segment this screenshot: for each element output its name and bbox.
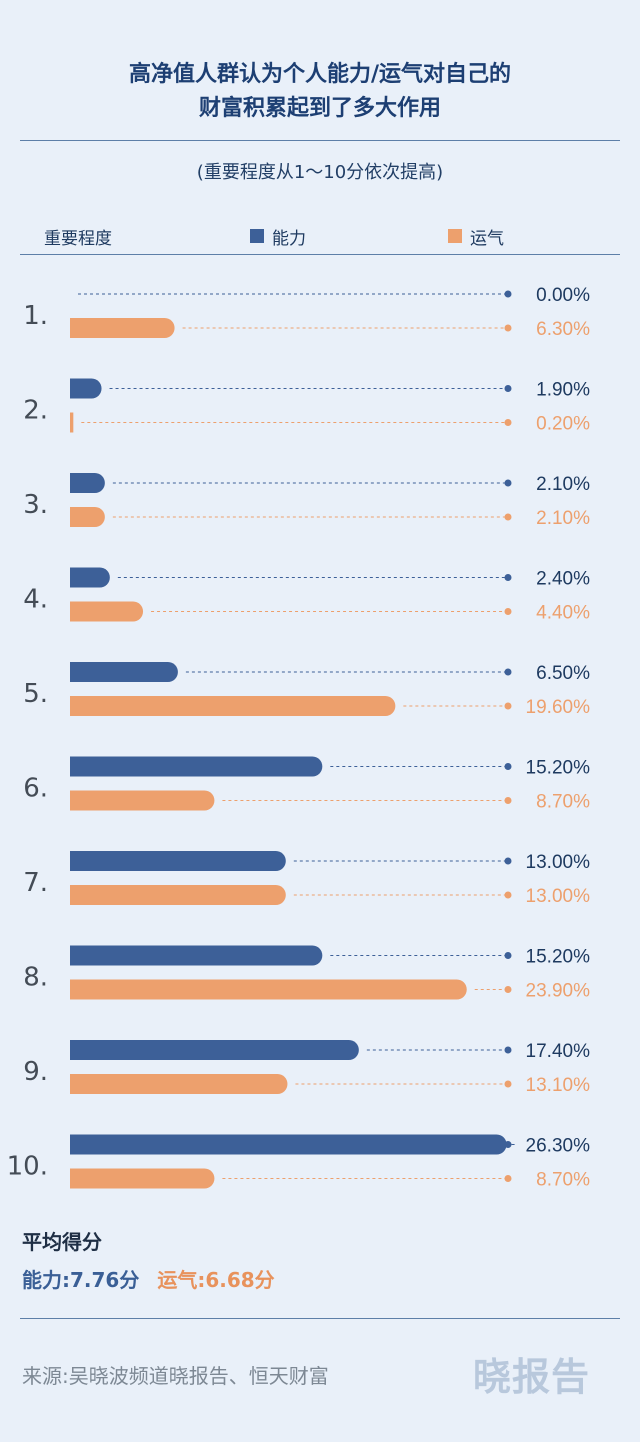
divider-legend (20, 254, 620, 255)
luck-bar-8 (70, 979, 467, 1000)
legend-ability-swatch (250, 229, 264, 243)
chart-subtitle: (重要程度从1～10分依次提高) (196, 162, 444, 183)
luck-value-label-3: 2.10% (536, 508, 590, 529)
ability-leader-dot-10 (504, 1141, 512, 1148)
ability-leader-dot-3 (504, 479, 512, 487)
luck-leader-dot-3 (504, 513, 512, 521)
row-label-1: 1. (23, 301, 48, 331)
ability-value-label-10: 26.30% (526, 1136, 591, 1157)
row-label-5: 5. (23, 679, 48, 709)
legend-luck-swatch (448, 229, 462, 243)
luck-bar-6 (70, 790, 215, 811)
legend-row-label: 重要程度 (44, 229, 112, 249)
ability-value-label-6: 15.20% (526, 758, 591, 779)
ability-bar-2 (70, 378, 102, 399)
luck-bar-2 (70, 412, 74, 433)
ability-leader-dot-8 (504, 952, 512, 959)
ability-value-label-4: 2.40% (536, 569, 590, 590)
ability-value-label-5: 6.50% (536, 663, 590, 684)
row-label-3: 3. (23, 490, 48, 520)
bar-chart: 1. 0.00% 6.30% 2. 1.90% 0.20% 3. 2.10% 2.10% 4. 2.… (7, 285, 591, 1191)
ability-bar-4 (70, 567, 110, 588)
ability-leader-dot-6 (504, 763, 512, 770)
ability-value-label-7: 13.00% (526, 852, 591, 873)
row-label-8: 8. (23, 963, 48, 993)
luck-leader-dot-2 (504, 419, 512, 426)
luck-value-label-8: 23.90% (526, 981, 591, 1002)
row-label-10: 10. (7, 1152, 48, 1182)
ability-value-label-1: 0.00% (536, 285, 590, 306)
brand-logo: 晓报告 (472, 1355, 590, 1399)
luck-value-label-5: 19.60% (526, 697, 591, 718)
ability-bar-5 (70, 662, 178, 682)
divider-bottom (20, 1318, 620, 1319)
luck-value-label-10: 8.70% (536, 1170, 590, 1191)
luck-leader-dot-6 (504, 797, 512, 804)
luck-value-label-1: 6.30% (536, 319, 590, 340)
luck-bar-1 (70, 318, 175, 338)
ability-value-label-2: 1.90% (536, 380, 590, 401)
divider-top (20, 140, 620, 141)
luck-leader-dot-1 (504, 324, 512, 332)
average-score-luck: 运气:6.68分 (157, 1268, 275, 1292)
ability-leader-dot-4 (504, 574, 512, 581)
row-label-7: 7. (23, 868, 48, 898)
row-label-9: 9. (23, 1057, 48, 1087)
average-score-ability: 能力:7.76分 (22, 1268, 140, 1292)
luck-value-label-2: 0.20% (536, 414, 590, 435)
chart-title-line-1: 高净值人群认为个人能力/运气对自己的 (128, 62, 512, 87)
luck-leader-dot-5 (504, 702, 512, 710)
ability-bar-10 (70, 1134, 507, 1155)
luck-value-label-6: 8.70% (536, 792, 590, 813)
legend-ability-label: 能力 (272, 228, 306, 249)
ability-bar-9 (70, 1040, 359, 1060)
ability-value-label-9: 17.40% (526, 1041, 591, 1062)
legend-ability: 能力 (250, 224, 306, 249)
ability-bar-6 (70, 756, 323, 777)
ability-leader-dot-1 (504, 290, 512, 298)
row-label-6: 6. (23, 774, 48, 804)
row-label-2: 2. (23, 396, 48, 426)
ability-leader-dot-2 (504, 385, 512, 392)
luck-leader-dot-7 (504, 891, 512, 899)
luck-bar-4 (70, 601, 144, 622)
average-score-heading: 平均得分 (22, 1230, 102, 1254)
luck-value-label-9: 13.10% (526, 1075, 591, 1096)
luck-value-label-7: 13.00% (526, 886, 591, 907)
average-score-row: 能力:7.76分 运气:6.68分 (22, 1264, 275, 1293)
luck-bar-7 (70, 885, 286, 905)
ability-leader-dot-9 (504, 1046, 512, 1054)
ability-value-label-3: 2.10% (536, 474, 590, 495)
ability-bar-3 (70, 473, 105, 493)
chart-title-line-2: 财富积累起到了多大作用 (198, 96, 441, 121)
luck-bar-3 (70, 507, 105, 527)
ability-bar-8 (70, 945, 323, 966)
luck-bar-9 (70, 1074, 288, 1094)
source-text: 来源:吴晓波频道晓报告、恒天财富 (22, 1364, 329, 1388)
ability-leader-dot-5 (504, 668, 512, 676)
luck-leader-dot-8 (504, 986, 512, 993)
luck-bar-5 (70, 696, 396, 716)
row-label-4: 4. (23, 585, 48, 615)
luck-value-label-4: 4.40% (536, 603, 590, 624)
chart-title: 高净值人群认为个人能力/运气对自己的 财富积累起到了多大作用 (0, 58, 640, 126)
ability-value-label-8: 15.20% (526, 947, 591, 968)
luck-leader-dot-10 (504, 1175, 512, 1182)
legend-luck: 运气 (448, 224, 504, 249)
luck-bar-10 (70, 1168, 215, 1189)
ability-leader-dot-7 (504, 857, 512, 865)
legend-luck-label: 运气 (470, 228, 504, 249)
ability-bar-7 (70, 851, 286, 871)
luck-leader-dot-4 (504, 608, 512, 615)
luck-leader-dot-9 (504, 1080, 512, 1088)
